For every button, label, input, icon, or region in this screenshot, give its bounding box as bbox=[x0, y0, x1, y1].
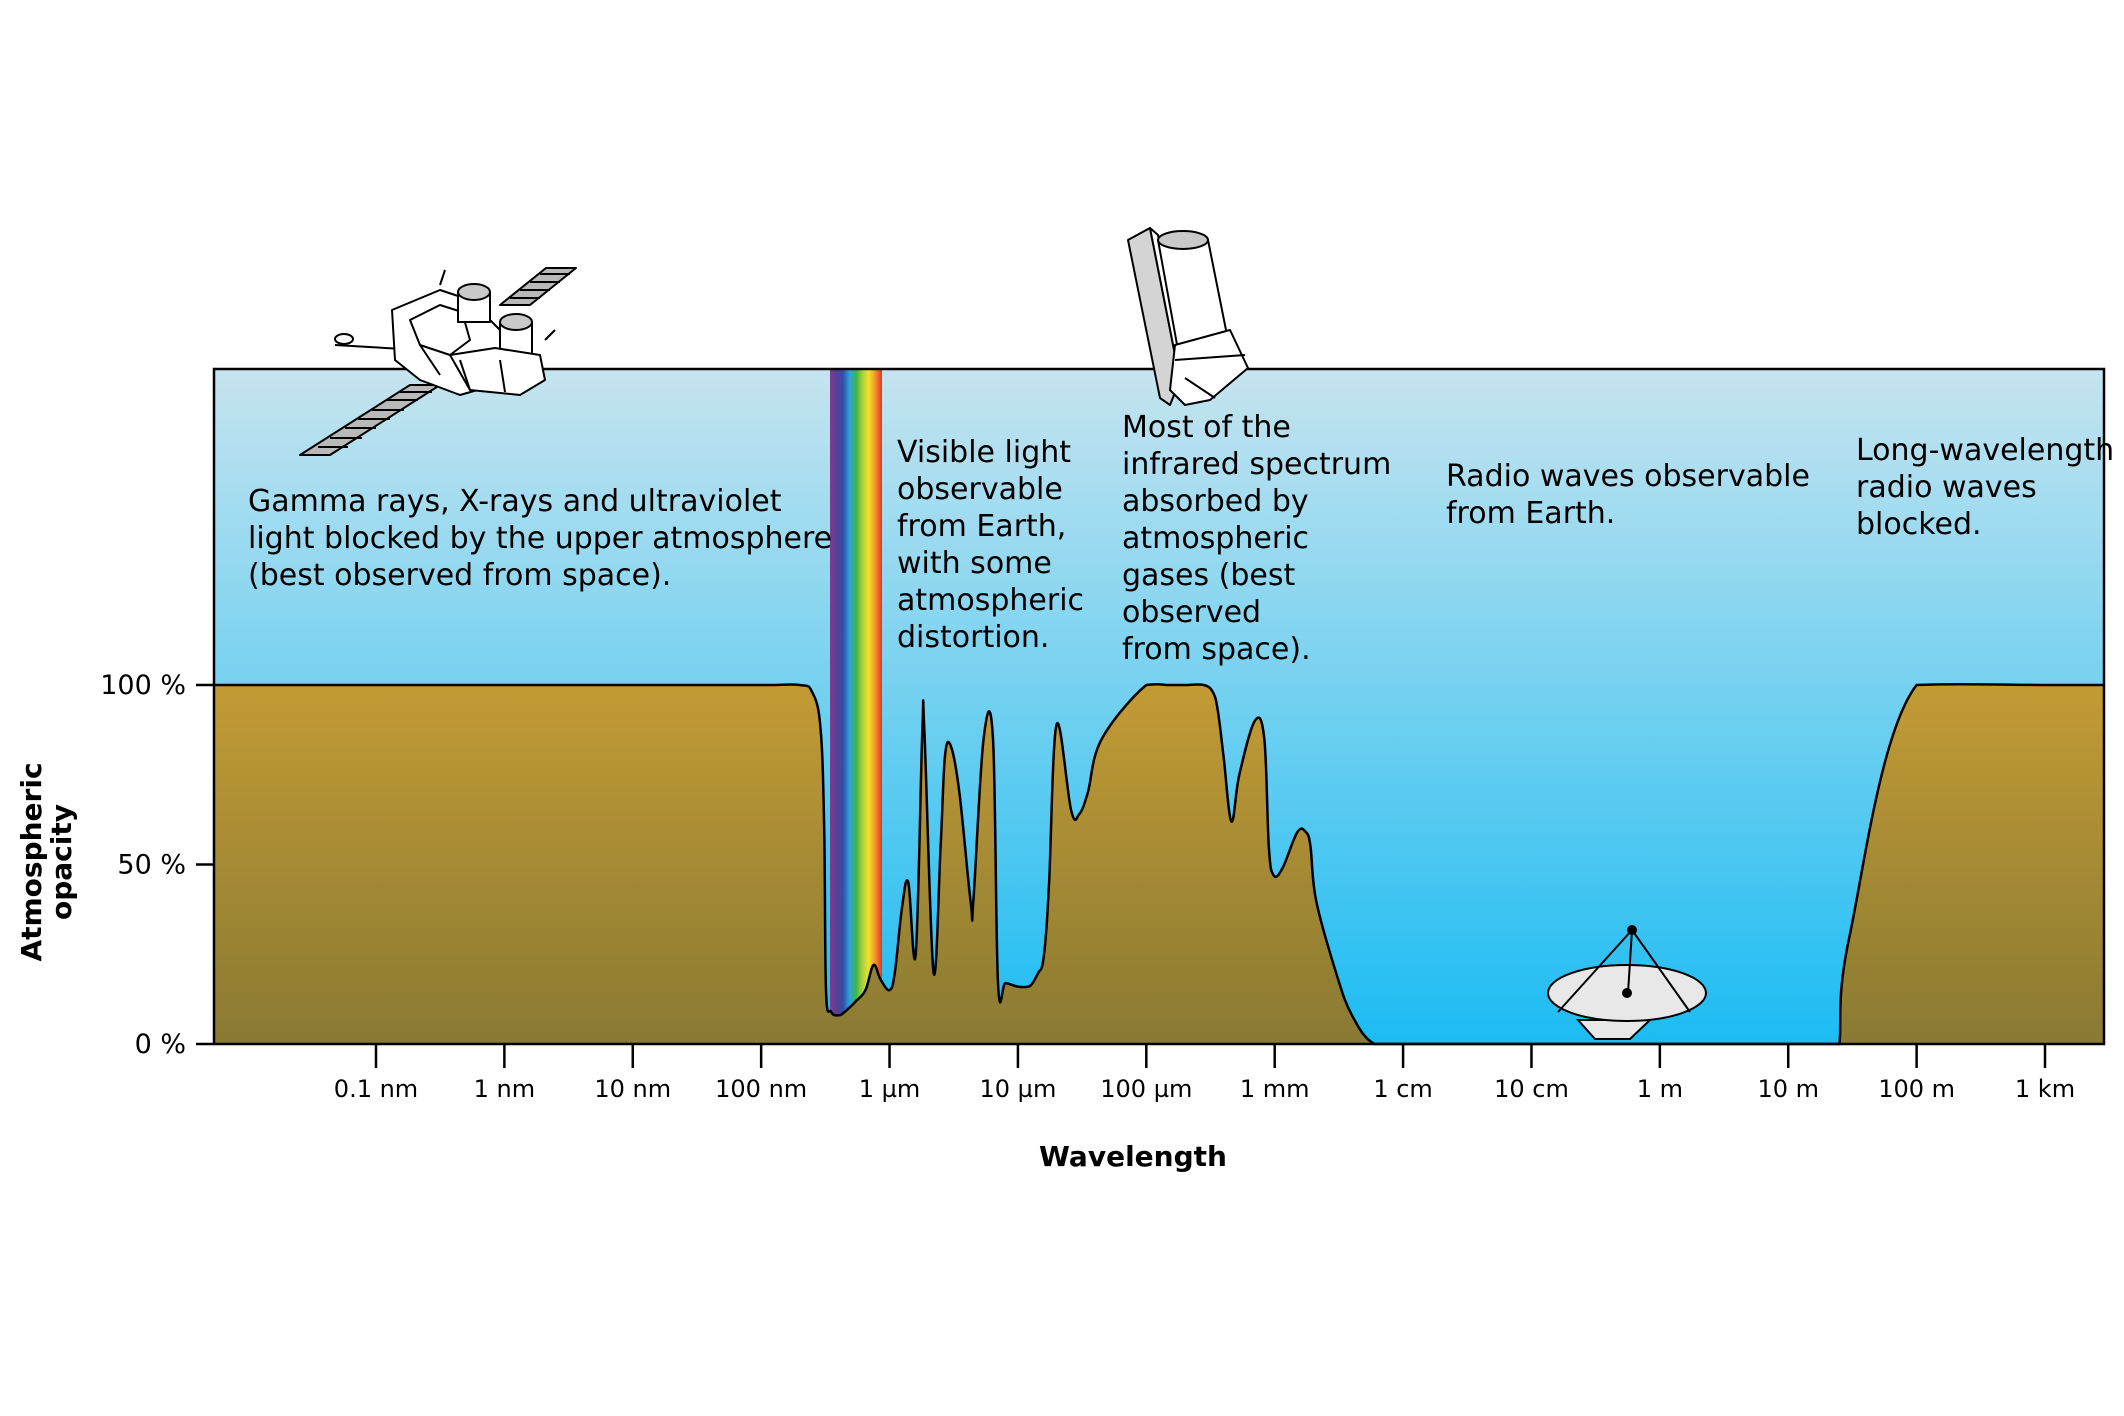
x-tick-label: 1 m bbox=[1637, 1075, 1683, 1103]
x-tick-label: 1 nm bbox=[474, 1075, 536, 1103]
x-tick-label: 10 µm bbox=[980, 1075, 1057, 1103]
y-axis-label-line-1: Atmospheric bbox=[15, 762, 48, 961]
band-note: Radio waves observable from Earth. bbox=[1446, 459, 1810, 531]
band-note-line: atmospheric bbox=[1122, 521, 1309, 556]
band-note-line: atmospheric bbox=[897, 583, 1084, 618]
xray-satellite-icon bbox=[299, 267, 577, 456]
x-tick-label: 100 µm bbox=[1100, 1075, 1192, 1103]
band-note-line: infrared spectrum bbox=[1122, 447, 1391, 482]
band-note: Most of the infrared spectrum absorbed by a… bbox=[1122, 410, 1391, 667]
band-note-line: from Earth. bbox=[1446, 496, 1615, 531]
band-note-line: observed bbox=[1122, 595, 1261, 630]
band-note-line: from space). bbox=[1122, 632, 1311, 667]
y-axis-label: Atmospheric opacity bbox=[15, 762, 78, 961]
band-note-line: Visible light bbox=[897, 435, 1071, 470]
x-tick-label: 1 cm bbox=[1373, 1075, 1432, 1103]
band-annotations: Gamma rays, X-rays and ultraviolet light … bbox=[248, 410, 2114, 667]
band-note-line: Most of the bbox=[1122, 410, 1291, 445]
y-tick-label: 50 % bbox=[117, 850, 186, 881]
x-tick-label: 1 km bbox=[2015, 1075, 2075, 1103]
band-note-line: light blocked by the upper atmosphere bbox=[248, 521, 832, 556]
band-note-line: Gamma rays, X-rays and ultraviolet bbox=[248, 484, 782, 519]
band-note: Visible light observable from Earth, with s… bbox=[897, 435, 1084, 655]
x-tick-label: 10 cm bbox=[1494, 1075, 1569, 1103]
x-axis: 0.1 nm 1 nm 10 nm 100 nm 1 µm 10 µm 100 µm 1 mm… bbox=[334, 1044, 2075, 1103]
infrared-telescope-icon bbox=[1127, 227, 1249, 406]
band-note-line: Radio waves observable bbox=[1446, 459, 1810, 494]
band-note-line: from Earth, bbox=[897, 509, 1066, 544]
x-tick-label: 10 nm bbox=[594, 1075, 671, 1103]
x-tick-label: 1 mm bbox=[1240, 1075, 1310, 1103]
x-axis-label: Wavelength bbox=[1039, 1140, 1227, 1173]
y-tick-label: 100 % bbox=[100, 670, 186, 701]
band-note-line: distortion. bbox=[897, 620, 1049, 655]
band-note-line: gases (best bbox=[1122, 558, 1296, 593]
x-tick-label: 10 m bbox=[1757, 1075, 1819, 1103]
band-note-line: absorbed by bbox=[1122, 484, 1309, 519]
band-note: Long-wavelength radio waves blocked. bbox=[1856, 433, 2114, 542]
visible-spectrum-dip bbox=[830, 369, 882, 1044]
x-tick-label: 100 nm bbox=[715, 1075, 807, 1103]
y-axis: 0 % 50 % 100 % bbox=[100, 670, 214, 1060]
band-note: Gamma rays, X-rays and ultraviolet light … bbox=[248, 484, 832, 593]
band-note-line: observable bbox=[897, 472, 1063, 507]
band-note-line: blocked. bbox=[1856, 507, 1982, 542]
y-axis-label-line-2: opacity bbox=[45, 804, 78, 920]
y-tick-label: 0 % bbox=[135, 1029, 186, 1060]
x-tick-label: 0.1 nm bbox=[334, 1075, 418, 1103]
band-note-line: radio waves bbox=[1856, 470, 2037, 505]
x-tick-label: 1 µm bbox=[859, 1075, 921, 1103]
radio-dish-icon bbox=[1547, 925, 1707, 1040]
band-note-line: (best observed from space). bbox=[248, 558, 671, 593]
x-tick-label: 100 m bbox=[1878, 1075, 1955, 1103]
band-note-line: with some bbox=[897, 546, 1052, 581]
band-note-line: Long-wavelength bbox=[1856, 433, 2114, 468]
opacity-area bbox=[214, 684, 2104, 1044]
